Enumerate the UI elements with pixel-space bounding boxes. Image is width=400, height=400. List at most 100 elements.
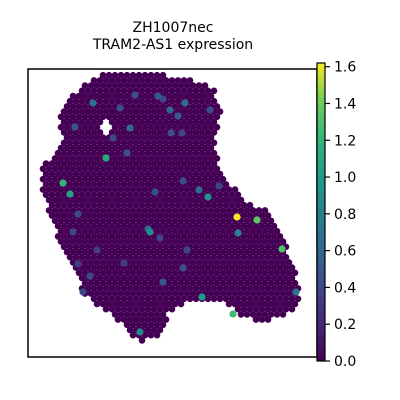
tissue-spot [69,144,77,152]
tissue-spot [177,165,185,173]
tissue-spot [120,305,128,313]
tissue-spot [186,253,194,261]
tissue-spot [90,77,98,84]
tissue-spot [180,149,188,157]
tissue-spot [231,248,239,256]
tissue-spot [126,316,134,323]
tissue-spot [177,300,185,308]
tissue-spot [273,300,281,308]
tissue-spot [105,71,113,79]
tissue-spot [132,264,140,271]
tissue-spot [75,144,83,152]
tissue-spot [150,160,158,167]
tissue-spot [264,212,272,219]
tissue-spot [201,144,209,152]
tissue-spot [150,295,158,303]
tissue-spot [183,134,191,141]
colorbar-tick-label: 1.4 [334,96,356,112]
tissue-spot [84,108,92,115]
tissue-spot [177,92,185,100]
tissue-spot [120,274,128,282]
tissue-spot [132,285,140,292]
tissue-spot [216,170,224,178]
tissue-spot [210,295,218,303]
tissue-spot [114,87,122,95]
tissue-spot [204,233,212,240]
tissue-spot [153,259,161,266]
tissue-spot [165,259,173,266]
tissue-spot [105,186,113,193]
tissue-spot [126,160,134,167]
tissue-spot [192,118,200,126]
tissue-spot [156,264,164,271]
tissue-spot [132,139,140,147]
tissue-spot [246,295,254,303]
tissue-spot [165,217,173,225]
tissue-spot [84,264,92,271]
tissue-spot [93,238,101,245]
tissue-spot [150,264,158,271]
expression-spot [109,134,117,142]
tissue-spot [183,113,191,121]
tissue-spot [126,285,134,292]
tissue-spot [111,175,119,183]
tissue-spot [123,82,131,89]
tissue-spot [153,248,161,256]
tissue-spot [168,201,176,209]
tissue-spot [174,285,182,292]
tissue-spot [186,77,194,84]
tissue-spot [237,238,245,245]
tissue-spot [192,139,200,147]
tissue-spot [183,290,191,297]
tissue-spot [186,233,194,240]
tissue-spot [150,243,158,251]
tissue-spot [120,233,128,240]
tissue-spot [171,269,179,277]
tissue-spot [144,274,152,282]
tissue-spot [126,97,134,105]
tissue-spot [66,243,74,251]
tissue-spot [105,269,113,277]
tissue-spot [126,222,134,230]
tissue-spot [186,274,194,282]
tissue-spot [273,290,281,297]
tissue-spot [198,129,206,136]
tissue-spot [177,279,185,287]
tissue-spot [129,300,137,308]
tissue-spot [165,238,173,245]
tissue-spot [228,264,236,271]
tissue-spot [108,253,116,261]
tissue-spot [162,285,170,292]
tissue-spot [246,233,254,240]
tissue-spot [138,108,146,115]
tissue-spot [135,269,143,277]
tissue-spot [111,113,119,121]
tissue-spot [108,305,116,313]
tissue-spot [165,92,173,100]
tissue-spot [243,311,251,318]
tissue-spot [273,238,281,245]
tissue-spot [234,243,242,251]
tissue-spot [177,155,185,162]
tissue-spot [207,155,215,162]
tissue-spot [189,259,197,266]
tissue-spot [78,181,86,188]
tissue-spot [138,253,146,261]
tissue-spot [102,285,110,292]
tissue-spot [102,87,110,95]
tissue-spot [228,253,236,261]
tissue-spot [198,108,206,115]
tissue-spot [189,175,197,183]
tissue-spot [81,248,89,256]
tissue-spot [285,290,293,297]
tissue-spot [135,144,143,152]
tissue-spot [87,196,95,204]
tissue-spot [111,259,119,266]
tissue-spot [138,274,146,282]
tissue-spot [111,196,119,204]
tissue-spot [183,165,191,173]
tissue-spot [141,155,149,162]
tissue-spot [285,259,293,266]
tissue-spot [234,305,242,313]
tissue-spot [81,144,89,152]
